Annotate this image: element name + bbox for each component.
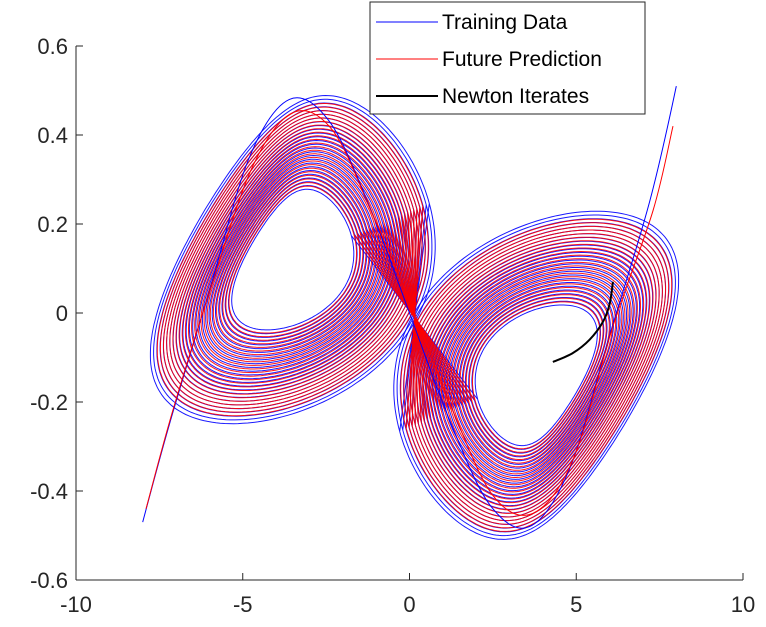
future-prediction-loop xyxy=(156,103,673,532)
y-tick-label: -0.6 xyxy=(30,568,68,593)
legend-label: Newton Iterates xyxy=(442,85,589,108)
x-tick-label: 10 xyxy=(731,592,755,617)
plot-area xyxy=(142,85,680,540)
y-tick-label: -0.4 xyxy=(30,479,68,504)
series-line-training-data xyxy=(142,85,677,529)
x-tick-label: 0 xyxy=(403,592,415,617)
series-line-newton-iterates xyxy=(552,281,614,363)
x-tick-label: 5 xyxy=(570,592,582,617)
legend: Training Data Future Prediction Newton Ite… xyxy=(369,1,646,115)
y-tick-label: -0.2 xyxy=(30,390,68,415)
series-line-future-prediction xyxy=(145,110,674,516)
y-tick-label: 0.6 xyxy=(37,34,68,59)
x-tick-label: -10 xyxy=(60,592,92,617)
legend-label: Future Prediction xyxy=(442,48,602,71)
x-tick-label: -5 xyxy=(233,592,253,617)
axes: -10 -5 0 5 10 -0.6 -0.4 -0.2 0 0.2 0.4 0.6 xyxy=(30,34,755,617)
legend-label: Training Data xyxy=(442,11,568,34)
y-tick-label: 0 xyxy=(56,301,68,326)
y-tick-label: 0.2 xyxy=(37,212,68,237)
y-tick-label: 0.4 xyxy=(37,123,68,148)
